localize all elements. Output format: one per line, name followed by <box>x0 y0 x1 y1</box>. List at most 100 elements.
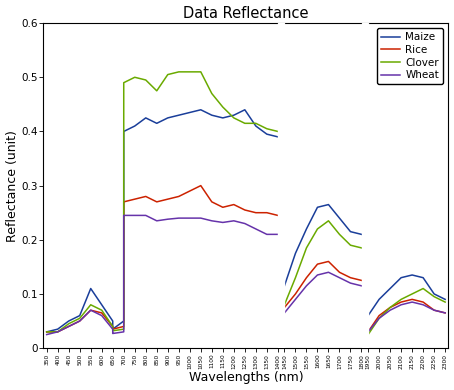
Maize <box>121 129 127 134</box>
Title: Data Reflectance: Data Reflectance <box>183 5 309 21</box>
Wheat <box>198 216 203 220</box>
Clover <box>110 327 115 332</box>
Clover <box>275 129 281 134</box>
Maize <box>275 135 281 139</box>
Maize <box>77 313 83 318</box>
Wheat <box>187 216 192 220</box>
Rice <box>110 326 115 330</box>
Rice <box>253 210 258 215</box>
Rice <box>231 202 237 207</box>
Maize <box>110 324 115 329</box>
Rice <box>187 189 192 193</box>
Maize <box>220 115 226 120</box>
Wheat <box>154 218 159 223</box>
Y-axis label: Reflectance (unit): Reflectance (unit) <box>5 129 19 241</box>
Wheat <box>275 232 281 237</box>
Clover <box>242 121 247 126</box>
Line: Rice: Rice <box>47 186 278 332</box>
Maize <box>187 110 192 115</box>
Wheat <box>44 332 49 337</box>
Rice <box>198 183 203 188</box>
Maize <box>110 319 115 323</box>
Maize <box>99 302 104 307</box>
Rice <box>132 197 138 202</box>
Wheat <box>110 330 115 334</box>
Maize <box>242 107 247 112</box>
Rice <box>66 324 71 329</box>
Wheat <box>143 213 148 218</box>
Line: Maize: Maize <box>47 110 278 332</box>
Rice <box>110 324 115 329</box>
Wheat <box>66 324 71 329</box>
Maize <box>121 135 127 139</box>
Clover <box>110 328 115 333</box>
X-axis label: Wavelengths (nm): Wavelengths (nm) <box>188 371 303 385</box>
Clover <box>121 216 127 220</box>
Maize <box>110 327 115 332</box>
Wheat <box>110 328 115 333</box>
Bar <box>361 23 368 348</box>
Clover <box>110 324 115 329</box>
Maize <box>165 115 171 120</box>
Clover <box>253 121 258 126</box>
Clover <box>121 327 127 332</box>
Clover <box>154 89 159 93</box>
Clover <box>88 302 94 307</box>
Maize <box>44 330 49 334</box>
Wheat <box>121 216 127 220</box>
Wheat <box>253 227 258 231</box>
Wheat <box>220 220 226 225</box>
Clover <box>165 72 171 77</box>
Clover <box>66 321 71 326</box>
Wheat <box>88 308 94 312</box>
Maize <box>176 113 182 117</box>
Maize <box>110 321 115 326</box>
Clover <box>110 326 115 330</box>
Wheat <box>132 213 138 218</box>
Clover <box>121 91 127 96</box>
Clover <box>209 91 215 96</box>
Maize <box>121 319 127 323</box>
Maize <box>253 124 258 128</box>
Maize <box>121 227 127 231</box>
Maize <box>121 156 127 161</box>
Clover <box>132 75 138 80</box>
Clover <box>187 69 192 74</box>
Maize <box>231 113 237 117</box>
Clover <box>121 118 127 123</box>
Wheat <box>110 327 115 332</box>
Maize <box>132 124 138 128</box>
Rice <box>121 216 127 220</box>
Clover <box>44 330 49 334</box>
Rice <box>99 310 104 315</box>
Rice <box>165 197 171 202</box>
Maize <box>209 113 215 117</box>
Line: Clover: Clover <box>47 72 278 332</box>
Wheat <box>121 224 127 229</box>
Rice <box>77 319 83 323</box>
Rice <box>143 194 148 199</box>
Clover <box>220 105 226 110</box>
Maize <box>264 132 270 136</box>
Clover <box>121 80 127 85</box>
Rice <box>275 213 281 218</box>
Wheat <box>55 330 60 334</box>
Rice <box>110 327 115 332</box>
Wheat <box>264 232 270 237</box>
Wheat <box>121 264 127 269</box>
Wheat <box>121 213 127 218</box>
Wheat <box>176 216 182 220</box>
Rice <box>110 325 115 330</box>
Wheat <box>110 331 115 335</box>
Rice <box>154 200 159 204</box>
Wheat <box>77 319 83 323</box>
Clover <box>143 78 148 82</box>
Wheat <box>99 313 104 318</box>
Wheat <box>242 221 247 226</box>
Rice <box>121 202 127 207</box>
Line: Wheat: Wheat <box>47 215 278 335</box>
Wheat <box>209 218 215 223</box>
Bar <box>278 23 284 348</box>
Clover <box>110 328 115 333</box>
Wheat <box>110 331 115 336</box>
